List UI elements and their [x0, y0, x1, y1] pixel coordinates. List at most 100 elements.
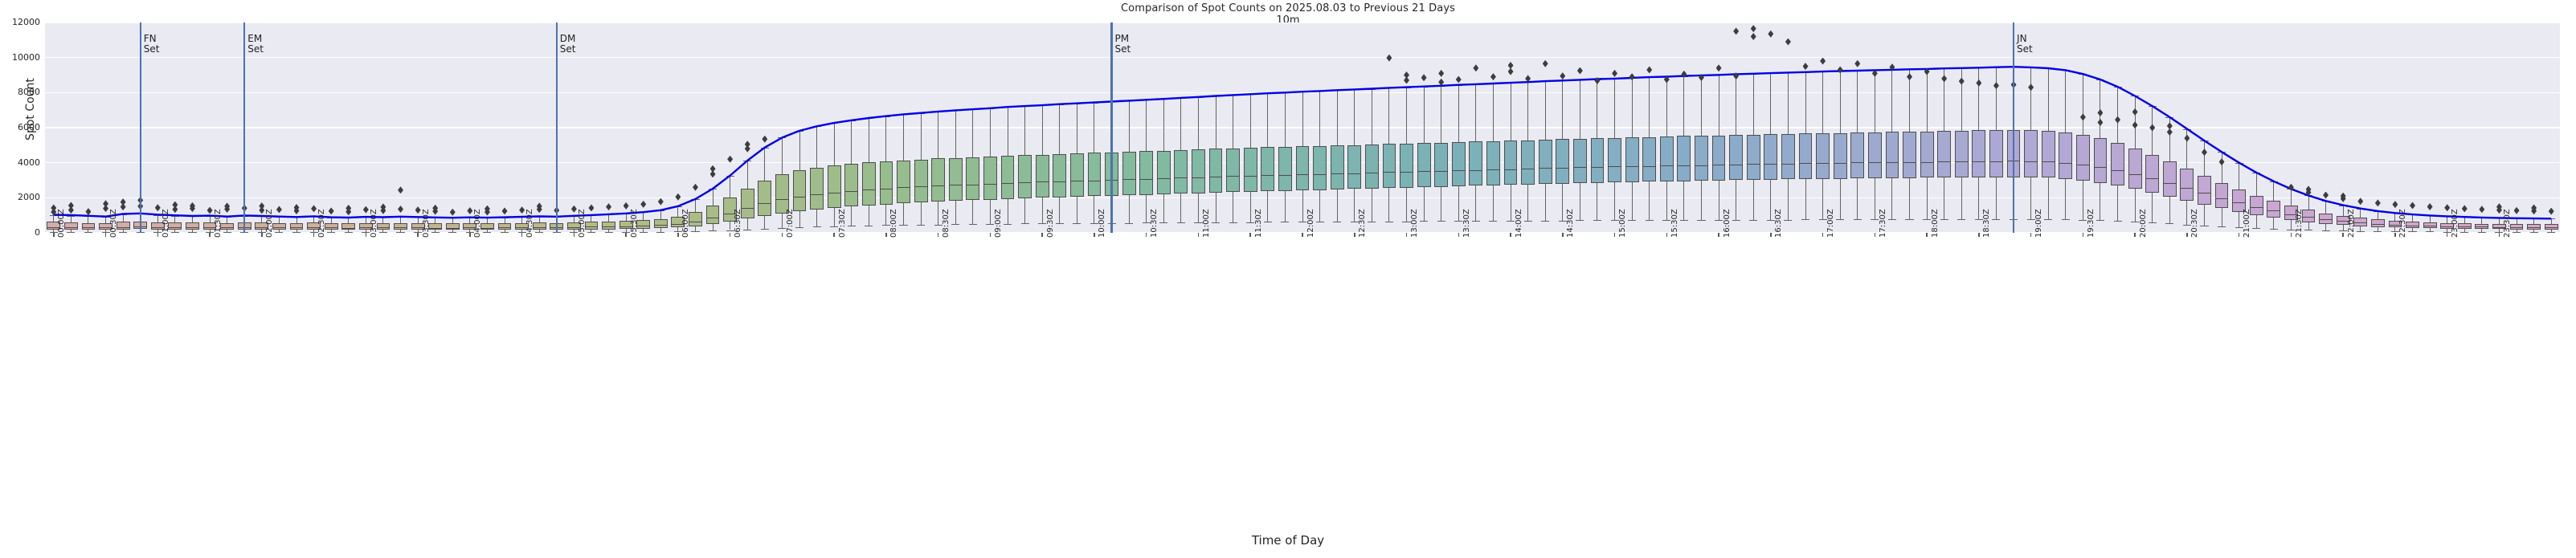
outlier-marker: [1507, 67, 1514, 75]
box: [1867, 132, 1882, 179]
median-line: [2440, 226, 2455, 227]
box: [1954, 130, 1969, 177]
box: [566, 222, 581, 230]
outlier-marker: [744, 145, 750, 153]
box: [1382, 144, 1396, 189]
box: [2093, 138, 2108, 183]
outlier-marker: [85, 208, 92, 216]
outlier-marker: [1629, 73, 1635, 81]
outlier-marker: [657, 198, 664, 206]
x-tick-label: 04:00Z: [473, 209, 483, 238]
whisker-cap: [414, 232, 423, 233]
x-tick: [157, 233, 159, 237]
whisker-cap: [170, 232, 179, 233]
whisker-cap: [795, 227, 804, 228]
outlier-marker: [1889, 63, 1895, 71]
outlier-marker: [1386, 54, 1392, 62]
median-line: [1538, 168, 1552, 169]
whisker-cap: [2460, 231, 2469, 233]
outlier-marker: [103, 205, 109, 213]
outlier-marker: [1733, 72, 1740, 80]
box: [1850, 132, 1865, 179]
x-tick: [1562, 233, 1564, 237]
x-tick-label: 11:00Z: [1201, 209, 1211, 238]
y-tick-label: 10000: [12, 51, 40, 63]
event-label: FN Set: [143, 33, 160, 55]
whisker-cap: [275, 232, 284, 233]
whisker-cap: [2252, 227, 2261, 229]
box: [1400, 143, 1413, 188]
x-tick: [521, 233, 523, 237]
outlier-marker: [346, 204, 352, 212]
whisker-cap: [1003, 223, 1012, 225]
x-tick-label: 19:30Z: [2086, 209, 2096, 238]
outlier-marker: [744, 141, 750, 149]
outlier-marker: [1820, 57, 1826, 65]
outlier-marker: [276, 206, 282, 214]
median-line: [1018, 182, 1032, 184]
outlier-marker: [2444, 204, 2451, 212]
x-tick: [2082, 233, 2084, 237]
x-tick: [1354, 233, 1355, 237]
median-line: [2041, 161, 2055, 163]
event-label: DM Set: [559, 33, 576, 55]
outlier-marker: [2461, 205, 2468, 213]
x-tick-label: 11:30Z: [1253, 209, 1263, 238]
box: [1000, 155, 1015, 199]
outlier-marker: [1473, 64, 1479, 72]
outlier-marker: [328, 207, 334, 215]
box: [1018, 155, 1032, 198]
x-tick: [2446, 233, 2448, 237]
x-tick-label: 05:30Z: [629, 209, 639, 238]
box: [2059, 132, 2073, 179]
box: [1695, 136, 1708, 181]
x-tick: [1926, 233, 1928, 237]
median-line: [394, 227, 407, 229]
box: [202, 222, 217, 230]
median-line: [1261, 175, 1275, 177]
box: [1677, 136, 1691, 181]
x-tick: [1978, 233, 1980, 237]
box: [1885, 132, 1899, 178]
median-line: [2267, 210, 2281, 212]
x-tick: [1666, 233, 1668, 237]
median-line: [81, 227, 96, 229]
box: [1903, 132, 1916, 178]
box: [2180, 169, 2194, 201]
whisker-cap: [1090, 222, 1098, 224]
outlier-marker: [675, 193, 681, 201]
outlier-marker: [1404, 71, 1410, 79]
outlier-marker: [2184, 134, 2190, 142]
x-tick: [1094, 233, 1095, 237]
box: [2336, 215, 2350, 226]
box: [2388, 220, 2402, 228]
whisker-cap: [1628, 220, 1637, 222]
whisker-cap: [2529, 231, 2538, 233]
whisker-cap: [709, 230, 718, 232]
whisker-cap: [968, 224, 977, 226]
x-tick-label: 17:30Z: [1878, 209, 1887, 238]
x-tick-label: 00:30Z: [109, 209, 119, 238]
median-line: [1989, 161, 2003, 162]
box: [1920, 131, 1934, 178]
current-day-line: [53, 66, 2552, 220]
box: [1226, 148, 1241, 193]
box: [2353, 218, 2368, 226]
median-line: [150, 226, 165, 228]
outlier-marker: [1560, 72, 1566, 80]
box: [1729, 135, 1744, 181]
x-tick-label: 06:00Z: [681, 209, 691, 238]
outlier-marker: [1576, 67, 1583, 75]
whisker-cap: [2512, 231, 2521, 233]
median-line: [897, 187, 910, 189]
median-line: [63, 227, 78, 228]
outlier-marker: [1681, 70, 1687, 78]
outlier-marker: [432, 204, 439, 212]
whisker-cap: [1593, 220, 1601, 222]
box: [1556, 139, 1570, 184]
whisker-cap: [691, 231, 700, 233]
box: [705, 206, 720, 225]
outlier-marker: [1907, 73, 1913, 81]
outlier-marker: [2479, 206, 2485, 214]
x-tick-label: 07:30Z: [837, 209, 847, 238]
